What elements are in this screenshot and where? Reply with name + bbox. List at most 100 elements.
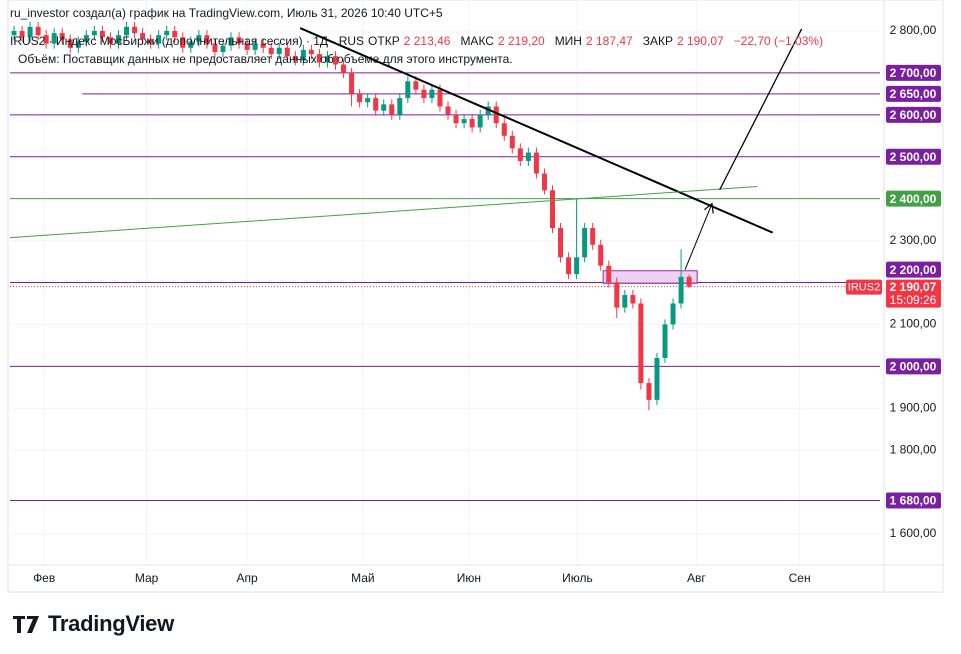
x-tick-label: Апр: [236, 571, 258, 585]
frame: [7, 0, 944, 593]
symbol-title: IRUS2 · Индекс МосБиржи (дополнительная …: [10, 34, 365, 48]
candle-body: [196, 35, 202, 42]
level-label: 1 680,00: [890, 494, 937, 508]
change: −22,70 (−1,03%): [733, 34, 824, 48]
ohlc-label: ОТКР: [368, 34, 400, 48]
level-label-box: [886, 358, 941, 375]
candle-body: [389, 104, 395, 115]
candle-body: [509, 135, 515, 149]
candle-body: [260, 43, 266, 48]
candle-body: [83, 35, 89, 42]
candle-body: [252, 43, 258, 50]
candle-body: [517, 148, 523, 161]
x-tick-label: Авг: [687, 571, 706, 585]
logo-icon: [13, 616, 39, 633]
candle-body: [300, 49, 306, 61]
candle-body: [341, 64, 347, 73]
level-label: 2 200,00: [890, 263, 937, 277]
axes: 2 800,00 2 300,00 2 100,00 1 900,00 1 800,00…: [33, 23, 941, 585]
candle-body: [172, 31, 178, 38]
candle-body: [566, 257, 572, 275]
trendline: [299, 27, 774, 234]
candle-body: [140, 33, 146, 40]
legend: IRUS2 · Индекс МосБиржи (дополнительная …: [10, 34, 829, 48]
candle-body: [461, 119, 467, 124]
candle-body: [630, 295, 636, 304]
candle-body: [35, 26, 41, 36]
candle-body: [670, 303, 676, 325]
level-label-box: [886, 190, 941, 207]
x-tick-label: Июль: [562, 571, 593, 585]
candle-body: [606, 265, 612, 283]
candle-body: [115, 35, 121, 44]
candle-body: [582, 228, 588, 258]
y-tick-label: 1 900,00: [890, 400, 937, 414]
candle-body: [654, 357, 660, 400]
symbol-label: IRUS2: [848, 282, 880, 294]
y-tick-label: 1 600,00: [890, 526, 937, 540]
level-label: 2 400,00: [890, 192, 937, 206]
candle-body: [228, 37, 234, 46]
candle-body: [324, 56, 330, 63]
candle-body: [453, 114, 459, 124]
candle-body: [43, 35, 49, 44]
candle-body: [533, 152, 539, 174]
candle-body: [622, 295, 628, 308]
volume-note: Объём: Поставщик данных не предоставляет…: [18, 52, 513, 66]
candle-body: [316, 54, 322, 63]
plot: [9, 21, 880, 501]
candle-body: [148, 39, 154, 44]
candle-body: [292, 56, 298, 61]
candle-body: [188, 41, 194, 48]
level-label-box: [886, 148, 941, 165]
candle-body: [349, 72, 355, 94]
ohlc-label: МИН: [554, 34, 582, 48]
candle-body: [477, 114, 483, 128]
level-label-box: [886, 492, 941, 509]
candle-body: [164, 31, 170, 36]
candle-body: [646, 383, 652, 400]
candle-body: [485, 106, 491, 115]
last-price-label: 2 190,07: [890, 280, 937, 294]
candle-body: [614, 282, 620, 308]
ohlc-value: 2 190,07: [676, 34, 724, 48]
candle-body: [598, 244, 604, 266]
candle-body: [244, 43, 250, 50]
candle-body: [493, 106, 499, 124]
candle-body: [558, 228, 564, 258]
candle-body: [574, 257, 580, 275]
x-tick-label: Фев: [33, 571, 55, 585]
logo-text: TradingView: [48, 611, 174, 636]
candle-body: [308, 49, 314, 55]
y-tick-label: 2 100,00: [890, 317, 937, 331]
candle-body: [590, 228, 596, 245]
ohlc-label: МАКС: [460, 34, 494, 48]
x-tick-label: Сен: [789, 571, 811, 585]
y-tick-label: 2 300,00: [890, 233, 937, 247]
level-label-box: [886, 64, 941, 81]
candle-body: [332, 56, 338, 65]
candle-body: [549, 190, 555, 229]
last-price-box: [886, 279, 941, 308]
candle-body: [686, 276, 692, 287]
candle-body: [59, 33, 65, 40]
candle-body: [357, 93, 363, 103]
level-label-box: [886, 261, 941, 278]
candle-body: [220, 45, 226, 52]
candle-body: [421, 89, 427, 99]
candle-body: [124, 26, 130, 36]
candle-body: [638, 303, 644, 384]
candle-body: [413, 81, 419, 90]
trendline: [719, 28, 803, 191]
candle-body: [107, 37, 113, 44]
candle-body: [67, 39, 73, 48]
candle-body: [51, 33, 57, 44]
ohlc-value: 2 187,47: [585, 34, 633, 48]
candle-body: [365, 98, 371, 103]
trendline: [9, 186, 758, 239]
candle-body: [19, 31, 25, 38]
x-tick-label: Май: [351, 571, 375, 585]
header: ru_investor создал(а) график на TradingV…: [10, 6, 443, 20]
